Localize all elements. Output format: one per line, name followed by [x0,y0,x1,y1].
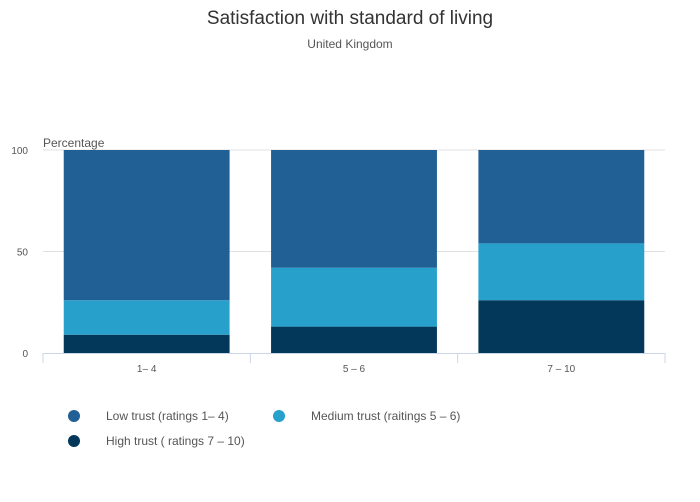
bar-segment [271,326,437,353]
bar-segment [271,150,437,268]
bar-segment [478,150,645,244]
y-tick-label: 100 [11,146,28,157]
axes: 0 50 100 1– 4 5 – 6 7 – 10 [11,146,666,375]
legend: Low trust (ratings 1– 4) Medium trust (ra… [68,409,460,448]
bar-segment [478,300,645,353]
bar-segment [478,243,645,301]
legend-marker [68,435,80,447]
y-tick-label: 0 [22,349,28,360]
chart-subtitle: United Kingdom [307,37,392,51]
y-axis-label: Percentage [43,136,105,150]
y-tick-label: 50 [17,248,29,259]
legend-marker [273,410,285,422]
bars [63,150,645,353]
x-tick-label: 1– 4 [137,364,157,375]
bar-segment [271,267,437,327]
bar-segment [63,334,230,353]
bar-segment [63,300,230,335]
bar-segment [63,150,230,301]
legend-marker [68,410,80,422]
x-tick-label: 7 – 10 [547,364,575,375]
legend-label: Low trust (ratings 1– 4) [106,409,229,423]
legend-label: High trust ( ratings 7 – 10) [106,434,245,448]
chart-title: Satisfaction with standard of living [207,8,493,29]
legend-label: Medium trust (raitings 5 – 6) [311,409,460,423]
x-tick-label: 5 – 6 [343,364,366,375]
